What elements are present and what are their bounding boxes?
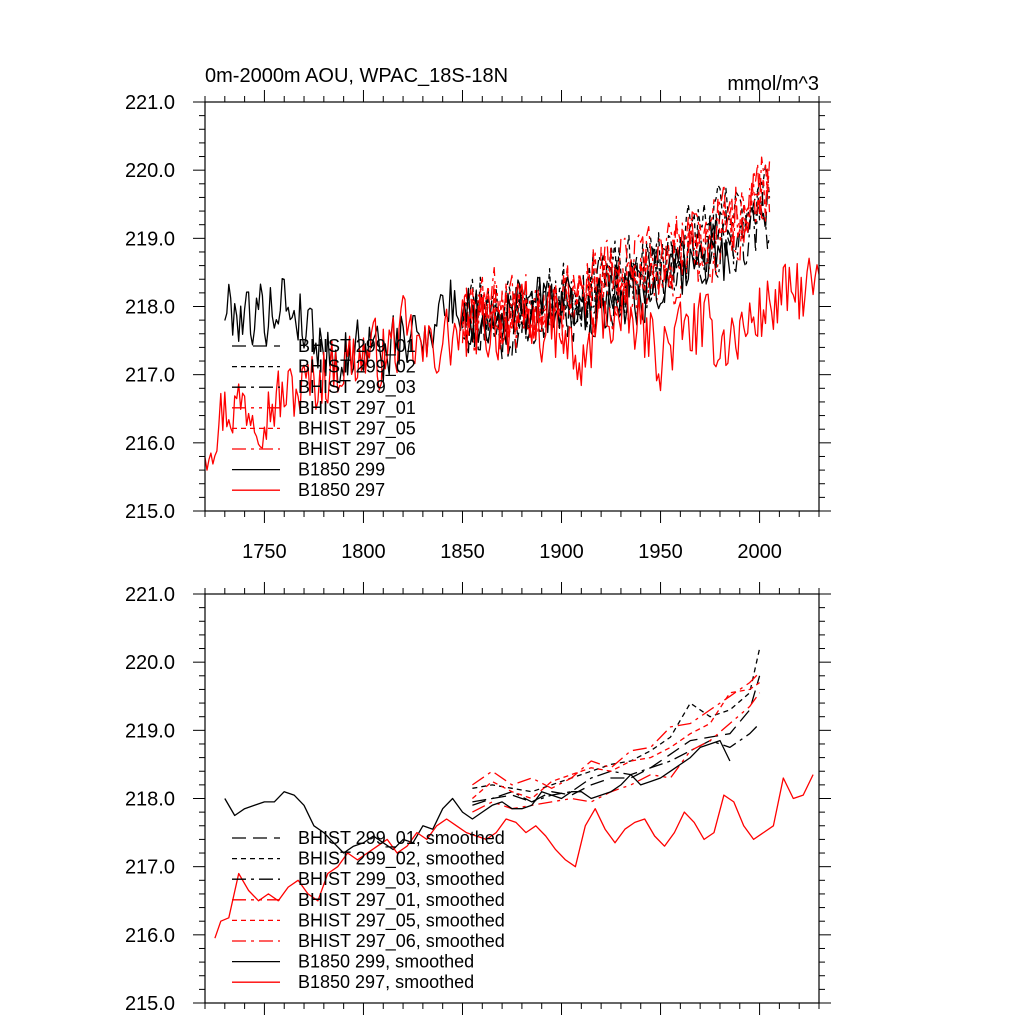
legend-label-bhist-297-05-smoothed: BHIST 297_05, smoothed <box>298 910 505 931</box>
y-tick-label: 221.0 <box>125 92 175 114</box>
chart-title: 0m-2000m AOU, WPAC_18S-18N <box>205 65 508 87</box>
y-tick-label: 219.0 <box>125 720 175 742</box>
series-layer <box>204 156 820 471</box>
y-tick-label: 217.0 <box>125 857 175 879</box>
units-label: mmol/m^3 <box>727 73 819 95</box>
series-line-b1850-297 <box>204 257 820 471</box>
series-line-bhist-297-06-smoothed <box>472 671 761 789</box>
y-tick-label: 217.0 <box>125 365 175 387</box>
series-line-b1850-299-smoothed <box>224 739 731 854</box>
axis-layer: 215.0 216.0 217.0 218.0 219.0 220.0 221.0 <box>125 582 831 1015</box>
legend-label-bhist-297-05: BHIST 297_05 <box>298 418 416 439</box>
y-tick-label: 221.0 <box>125 584 175 606</box>
legend-label-bhist-299-03-smoothed: BHIST 299_03, smoothed <box>298 869 505 890</box>
series-line-bhist-297-05 <box>461 172 771 339</box>
series-layer <box>214 648 814 939</box>
legend-label-b1850-297-smoothed: B1850 297, smoothed <box>298 972 474 992</box>
legend-label-bhist-297-06: BHIST 297_06 <box>298 439 416 460</box>
x-tick-label: 1750 <box>242 541 287 563</box>
y-tick-label: 218.0 <box>125 789 175 811</box>
legend-label-bhist-297-06-smoothed: BHIST 297_06, smoothed <box>298 931 505 952</box>
y-tick-label: 219.0 <box>125 228 175 250</box>
legend-label-b1850-299: B1850 299 <box>298 460 385 480</box>
series-line-bhist-299-01-smoothed <box>472 675 761 806</box>
legend-label-bhist-299-01-smoothed: BHIST 299_01, smoothed <box>298 828 505 849</box>
legend-label-bhist-297-01: BHIST 297_01 <box>298 398 416 419</box>
legend-label-b1850-299-smoothed: B1850 299, smoothed <box>298 952 474 972</box>
x-tick-label: 2000 <box>737 541 782 563</box>
bottom-panel: 215.0 216.0 217.0 218.0 219.0 220.0 221.0 BHIS… <box>125 582 831 1015</box>
x-tick-label: 1800 <box>341 541 386 563</box>
y-tick-label: 220.0 <box>125 652 175 674</box>
y-tick-label: 216.0 <box>125 925 175 947</box>
series-line-bhist-299-02-smoothed <box>472 648 761 793</box>
x-tick-label: 1850 <box>440 541 485 563</box>
legend-label-bhist-299-02-smoothed: BHIST 299_02, smoothed <box>298 849 505 870</box>
x-tick-label: 1950 <box>638 541 683 563</box>
y-tick-label: 220.0 <box>125 160 175 182</box>
legend-label-bhist-299-03: BHIST 299_03 <box>298 377 416 398</box>
y-tick-label: 215.0 <box>125 993 175 1015</box>
y-tick-label: 218.0 <box>125 297 175 319</box>
axis-layer: 215.0 216.0 217.0 218.0 219.0 220.0 221.0 1750 1… <box>125 90 831 563</box>
legend-label-bhist-297-01-smoothed: BHIST 297_01, smoothed <box>298 890 505 911</box>
legend-label-bhist-299-01: BHIST 299_01 <box>298 336 416 357</box>
series-line-b1850-297-smoothed <box>214 774 814 939</box>
series-line-bhist-297-05-smoothed <box>471 682 760 800</box>
legend-label-b1850-297: B1850 297 <box>298 480 385 500</box>
y-tick-label: 215.0 <box>125 501 175 523</box>
legend-label-bhist-299-02: BHIST 299_02 <box>298 357 416 378</box>
x-tick-label: 1900 <box>539 541 584 563</box>
top-panel: 0m-2000m AOU, WPAC_18S-18N mmol/m^3 215.… <box>125 65 831 563</box>
y-tick-label: 216.0 <box>125 433 175 455</box>
